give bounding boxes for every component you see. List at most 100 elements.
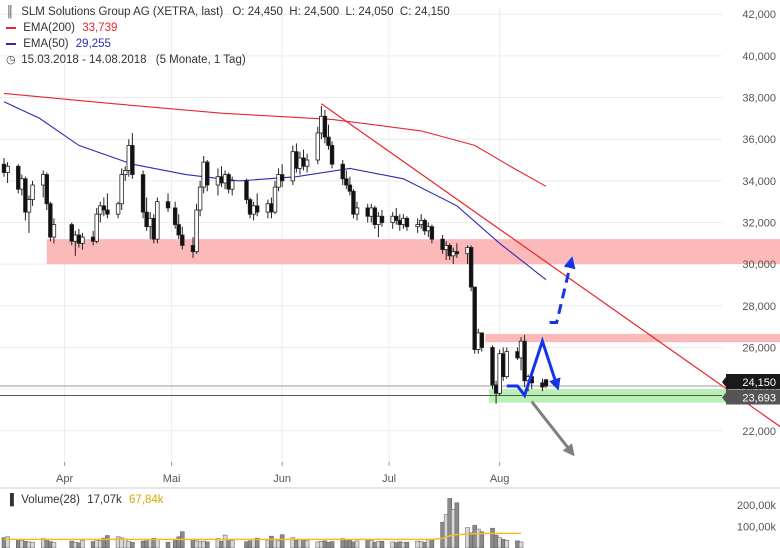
candle-body-down (447, 245, 452, 257)
candle-body-down (76, 234, 82, 244)
candle (80, 232, 85, 250)
candle (140, 170, 146, 219)
candle (369, 203, 374, 223)
candle (251, 201, 256, 221)
candle (497, 349, 502, 396)
candle-body-down (1, 163, 7, 173)
candle-body-down (301, 157, 306, 167)
candle-body-up (315, 132, 320, 161)
candle-body-up (354, 207, 360, 215)
candle (422, 218, 427, 235)
moving-averages (3, 92, 547, 281)
candle-body-down (397, 220, 403, 225)
candle (98, 201, 103, 223)
y-tick-label: 36,000 (742, 134, 776, 146)
candle (51, 218, 57, 244)
candle (468, 245, 474, 292)
candle (397, 214, 403, 231)
candle (180, 226, 185, 250)
candle (147, 212, 153, 240)
y-tick-label: 26,000 (742, 342, 776, 354)
candle-body-up (30, 184, 35, 200)
candle-body-down (372, 207, 378, 225)
candle-body-up (476, 332, 481, 350)
candle-body-down (347, 184, 353, 192)
date-range: 15.03.2018 - 14.08.2018 (21, 54, 147, 66)
candle (476, 328, 481, 354)
candle (379, 210, 385, 227)
candle-body-down (351, 190, 356, 215)
candle-body-down (48, 203, 53, 238)
candle-body-up (51, 224, 57, 238)
candle-body-down (326, 136, 331, 146)
x-tick-label: Aug (490, 473, 510, 485)
candle-body-down (344, 178, 349, 186)
price-tag-label: 24,150 (742, 377, 776, 389)
candle-body-down (404, 217, 410, 228)
volume-bar (165, 541, 171, 548)
candle (119, 168, 124, 211)
candle (472, 286, 477, 354)
chart-title: SLM Solutions Group AG (XETRA, last) (21, 6, 224, 18)
candle (326, 124, 331, 150)
y-axis: 22,00024,00026,00028,00030,00032,00034,0… (742, 9, 776, 438)
candlestick-icon: ║ (6, 6, 14, 18)
candle (504, 347, 509, 379)
candle-body-up (26, 199, 32, 213)
candle-body-down (468, 247, 474, 288)
ema50-value: 29,255 (75, 38, 111, 50)
candle (315, 126, 320, 165)
candle-body-down (493, 384, 499, 394)
candle (290, 145, 296, 186)
candle (329, 141, 335, 169)
candle-body-up (451, 251, 456, 257)
candle (351, 189, 356, 219)
candle-body-up (222, 174, 228, 184)
candle (522, 334, 527, 388)
candle-body-down (190, 245, 196, 253)
candle-body-up (115, 203, 121, 215)
candle-body-down (522, 340, 527, 382)
volume-bar (5, 536, 10, 548)
candle-body-up (197, 186, 203, 211)
candle-body-down (329, 145, 335, 165)
candle-body-down (454, 251, 460, 255)
candle-body-down (515, 351, 520, 359)
candle (376, 212, 381, 238)
volume-bar (504, 539, 510, 548)
candle (30, 180, 35, 206)
candle (130, 132, 135, 179)
candle (479, 332, 485, 352)
ema50-swatch (6, 42, 16, 45)
candle-body-down (151, 217, 156, 240)
candle-body-down (429, 226, 435, 240)
candle (418, 214, 424, 229)
candle (48, 201, 53, 242)
volume-bar (379, 541, 385, 548)
volume-bar (229, 540, 235, 548)
x-tick-label: Jun (273, 473, 291, 485)
candle (230, 176, 235, 196)
legend-title-row: ║ SLM Solutions Group AG (XETRA, last) O… (6, 4, 450, 20)
candle (44, 172, 49, 211)
chart-legend: ║ SLM Solutions Group AG (XETRA, last) O… (6, 4, 450, 68)
candle (265, 199, 271, 219)
y-tick-label: 42,000 (742, 9, 776, 21)
candle-body-down (23, 178, 28, 213)
volume-bar (205, 541, 210, 548)
downtrend-line (321, 103, 780, 428)
candle (372, 205, 378, 229)
ema200-label: EMA(200) (23, 22, 75, 34)
candle-body-up (290, 151, 296, 182)
candle-body-up (418, 220, 424, 225)
candle-body-down (180, 234, 185, 246)
candle (19, 174, 25, 196)
resistance-zone-lower (485, 333, 780, 343)
candle-body-down (501, 353, 506, 378)
ema200-value: 33,739 (82, 22, 118, 34)
candle-body-down (340, 163, 345, 180)
candle (172, 201, 178, 229)
candle-body-up (272, 186, 278, 213)
candle (340, 160, 345, 186)
candle-body-up (147, 217, 153, 228)
